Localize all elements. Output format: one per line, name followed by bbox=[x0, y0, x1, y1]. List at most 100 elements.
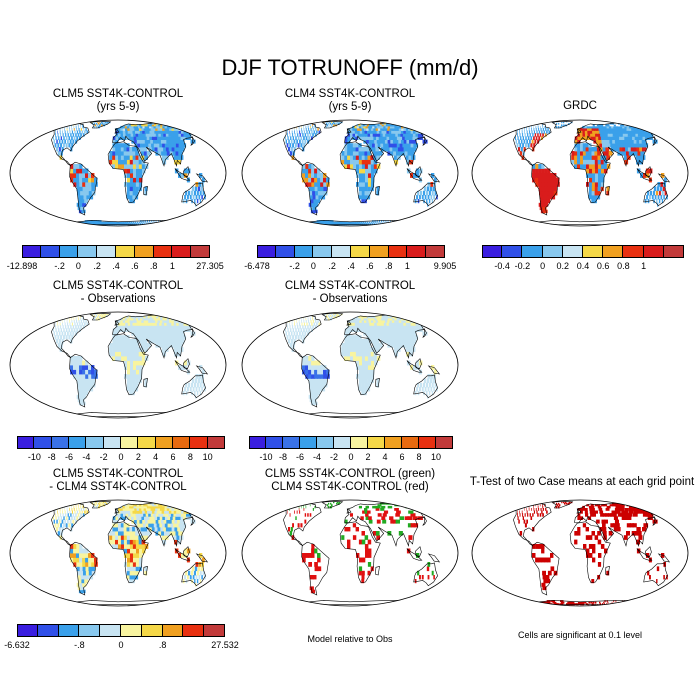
grid-cell bbox=[78, 579, 83, 584]
colorbar-tick-label: 27.532 bbox=[211, 640, 239, 650]
grid-cell bbox=[613, 220, 615, 223]
grid-cell bbox=[136, 328, 140, 332]
colorbar-tick-label: .8 bbox=[158, 640, 167, 650]
grid-cell bbox=[362, 316, 366, 319]
grid-cell bbox=[120, 151, 125, 156]
grid-cell bbox=[294, 143, 297, 148]
grid-cell bbox=[356, 316, 360, 319]
grid-cell bbox=[553, 190, 558, 196]
grid-cell bbox=[336, 121, 339, 124]
grid-cell bbox=[126, 382, 130, 388]
grid-cell bbox=[291, 320, 293, 323]
grid-cell bbox=[604, 139, 608, 144]
grid-cell bbox=[149, 505, 154, 509]
grid-cell bbox=[347, 347, 351, 352]
grid-cell bbox=[80, 206, 85, 211]
colorbar-swatch bbox=[300, 436, 317, 449]
grid-cell bbox=[376, 130, 381, 134]
grid-cell bbox=[73, 173, 77, 178]
grid-cell bbox=[147, 510, 152, 514]
grid-cell bbox=[417, 124, 424, 127]
grid-cell bbox=[150, 139, 155, 144]
grid-cell bbox=[354, 221, 357, 224]
grid-cell bbox=[330, 220, 334, 223]
grid-cell bbox=[300, 223, 306, 225]
grid-cell bbox=[58, 331, 61, 336]
grid-cell bbox=[382, 331, 387, 336]
grid-cell bbox=[136, 369, 140, 375]
grid-cell bbox=[72, 513, 75, 517]
grid-cell bbox=[592, 601, 595, 604]
grid-cell bbox=[201, 195, 203, 200]
grid-cell bbox=[148, 513, 153, 517]
grid-cell bbox=[350, 343, 354, 348]
grid-cell bbox=[527, 604, 533, 606]
grid-cell bbox=[169, 519, 174, 524]
grid-cell bbox=[67, 510, 69, 514]
grid-cell bbox=[74, 322, 76, 326]
grid-cell bbox=[151, 221, 153, 224]
grid-cell bbox=[331, 124, 333, 127]
grid-cell bbox=[364, 535, 369, 540]
grid-cell bbox=[362, 223, 364, 225]
grid-cell bbox=[106, 313, 109, 316]
grid-cell bbox=[364, 382, 368, 388]
grid-cell bbox=[364, 124, 369, 127]
grid-cell bbox=[83, 575, 88, 580]
grid-cell bbox=[302, 557, 306, 563]
grid-cell bbox=[389, 516, 394, 520]
colorbar-tick-label: 6 bbox=[399, 452, 405, 462]
grid-cell bbox=[182, 505, 189, 509]
grid-cell bbox=[637, 124, 643, 127]
grid-cell bbox=[395, 139, 400, 144]
colorbar-swatch bbox=[275, 245, 295, 258]
grid-cell bbox=[600, 136, 605, 140]
coastline-australia bbox=[413, 562, 438, 587]
panel-title: GRDC bbox=[470, 100, 690, 113]
grid-cell bbox=[165, 133, 171, 137]
grid-cell bbox=[431, 365, 435, 370]
grid-cell bbox=[347, 351, 351, 357]
grid-cell bbox=[129, 356, 134, 361]
grid-cell bbox=[531, 221, 537, 224]
grid-cell bbox=[381, 339, 385, 344]
grid-cell bbox=[355, 527, 359, 532]
grid-cell bbox=[141, 128, 146, 131]
grid-cell bbox=[149, 147, 153, 152]
grid-cell bbox=[512, 223, 519, 225]
grid-cell bbox=[359, 365, 363, 370]
grid-cell bbox=[97, 121, 99, 124]
grid-cell bbox=[158, 325, 163, 329]
grid-cell bbox=[399, 224, 402, 226]
grid-cell bbox=[79, 177, 83, 183]
grid-cell bbox=[157, 147, 162, 152]
grid-cell bbox=[392, 224, 394, 226]
grid-cell bbox=[127, 173, 131, 178]
grid-cell bbox=[57, 505, 59, 509]
grid-cell bbox=[85, 566, 90, 572]
grid-cell bbox=[517, 604, 524, 606]
grid-cell bbox=[157, 328, 162, 332]
grid-cell bbox=[138, 513, 142, 517]
grid-cell bbox=[515, 604, 522, 606]
grid-cell bbox=[334, 313, 336, 315]
grid-cell bbox=[58, 147, 61, 152]
grid-cell bbox=[364, 128, 368, 131]
grid-cell bbox=[367, 347, 372, 352]
grid-cell bbox=[53, 519, 55, 524]
grid-cell bbox=[71, 508, 73, 511]
grid-cell bbox=[127, 320, 131, 323]
grid-cell bbox=[151, 523, 156, 528]
grid-cell bbox=[369, 322, 374, 326]
grid-cell bbox=[59, 347, 63, 352]
grid-cell bbox=[555, 121, 557, 124]
grid-cell bbox=[414, 579, 417, 584]
grid-cell bbox=[604, 220, 606, 223]
grid-cell bbox=[398, 221, 399, 224]
grid-cell bbox=[106, 502, 108, 505]
grid-cell bbox=[358, 159, 363, 165]
grid-cell bbox=[161, 531, 166, 536]
grid-cell bbox=[181, 523, 187, 528]
grid-cell bbox=[395, 325, 400, 329]
grid-cell bbox=[574, 136, 578, 140]
